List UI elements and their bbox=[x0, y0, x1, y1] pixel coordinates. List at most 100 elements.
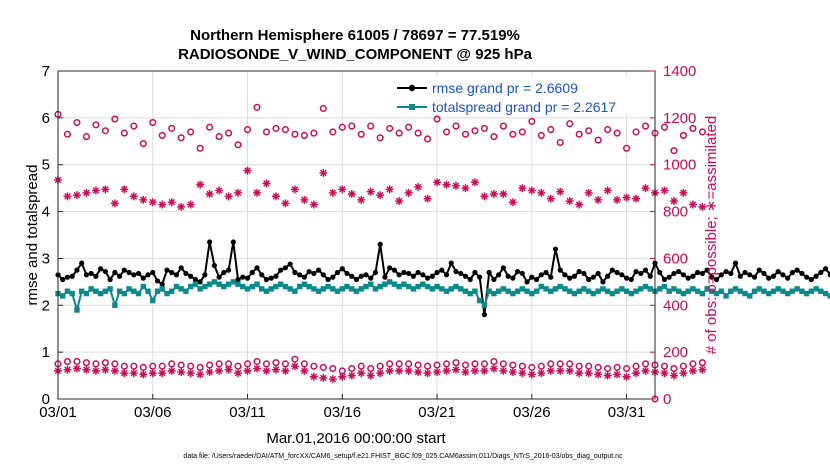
data-point bbox=[527, 370, 536, 379]
data-point bbox=[234, 141, 242, 149]
data-point bbox=[300, 366, 309, 375]
data-point bbox=[434, 283, 440, 290]
data-point bbox=[64, 274, 71, 280]
data-point bbox=[499, 122, 507, 130]
data-point bbox=[347, 371, 356, 380]
data-point bbox=[148, 369, 157, 378]
data-point bbox=[183, 288, 189, 294]
data-point bbox=[290, 185, 299, 194]
data-point bbox=[486, 269, 492, 276]
data-point bbox=[385, 366, 394, 375]
data-point bbox=[130, 362, 138, 370]
y-right-tick-label: 1200 bbox=[663, 110, 696, 127]
legend-rmse-marker bbox=[408, 84, 416, 92]
data-point bbox=[657, 269, 663, 276]
data-point bbox=[556, 187, 565, 196]
data-point bbox=[385, 185, 394, 194]
data-point bbox=[135, 270, 142, 277]
data-point bbox=[420, 272, 426, 278]
data-point bbox=[688, 366, 697, 375]
data-point bbox=[164, 290, 170, 297]
data-point bbox=[110, 366, 119, 375]
data-point bbox=[424, 362, 432, 370]
data-point bbox=[628, 290, 635, 297]
data-point bbox=[347, 190, 356, 198]
data-point bbox=[461, 130, 470, 138]
data-point bbox=[471, 127, 479, 135]
data-point bbox=[761, 288, 767, 294]
data-point bbox=[679, 362, 687, 370]
y-axis-right: 0 200 400 600 800 1000 1200 1400 bbox=[650, 63, 696, 408]
data-point bbox=[363, 283, 369, 290]
data-point bbox=[281, 126, 289, 134]
data-point bbox=[216, 281, 222, 287]
data-point bbox=[661, 276, 668, 283]
data-point bbox=[401, 269, 407, 276]
data-point bbox=[140, 275, 146, 281]
data-point bbox=[240, 283, 246, 290]
data-point bbox=[420, 281, 426, 287]
data-point bbox=[472, 269, 478, 276]
data-point bbox=[537, 131, 545, 139]
footer-datafile: data file: /Users/raeder/DAI/ATM_forcXX/… bbox=[183, 453, 623, 460]
data-point bbox=[225, 129, 233, 137]
data-point bbox=[448, 260, 454, 266]
data-point bbox=[576, 288, 582, 294]
x-tick-label: 03/16 bbox=[324, 404, 362, 421]
data-point bbox=[789, 269, 796, 276]
data-point bbox=[167, 198, 176, 207]
data-point bbox=[396, 272, 402, 278]
data-point bbox=[661, 283, 668, 290]
data-point bbox=[704, 267, 710, 273]
data-point bbox=[309, 200, 318, 209]
data-point bbox=[680, 272, 687, 278]
data-point bbox=[367, 364, 375, 373]
data-point bbox=[458, 270, 464, 277]
data-point bbox=[571, 290, 578, 297]
data-point bbox=[291, 355, 299, 363]
data-point bbox=[205, 368, 214, 377]
data-point bbox=[406, 270, 412, 277]
data-point bbox=[382, 281, 388, 287]
data-point bbox=[281, 366, 290, 375]
data-point bbox=[443, 272, 450, 278]
data-point bbox=[518, 184, 527, 193]
data-point bbox=[458, 286, 464, 292]
data-point bbox=[669, 371, 678, 380]
data-point bbox=[641, 366, 650, 375]
data-point bbox=[698, 365, 707, 374]
data-point bbox=[120, 369, 129, 378]
data-point bbox=[632, 128, 640, 136]
data-point bbox=[188, 273, 194, 279]
data-point bbox=[348, 364, 356, 373]
data-point bbox=[575, 130, 583, 138]
data-point bbox=[158, 362, 166, 370]
data-point bbox=[694, 288, 701, 294]
x-axis-label: Mar.01,2016 00:00:00 start bbox=[266, 430, 446, 447]
data-point bbox=[135, 290, 142, 297]
data-point bbox=[72, 364, 81, 373]
data-point bbox=[770, 273, 777, 279]
data-point bbox=[500, 265, 506, 271]
data-point bbox=[533, 288, 540, 294]
data-point bbox=[98, 266, 104, 272]
data-point bbox=[215, 186, 224, 195]
data-point bbox=[518, 128, 526, 136]
data-point bbox=[73, 357, 81, 366]
y-right-tick-label: 0 bbox=[663, 391, 671, 408]
data-point bbox=[613, 363, 621, 371]
data-point bbox=[505, 288, 511, 294]
data-point bbox=[281, 360, 289, 368]
data-point bbox=[230, 239, 236, 245]
data-point bbox=[600, 279, 606, 285]
data-point bbox=[584, 369, 593, 378]
data-point bbox=[429, 286, 436, 292]
data-point bbox=[253, 364, 261, 373]
data-point bbox=[505, 273, 511, 279]
data-point bbox=[567, 275, 573, 281]
data-point bbox=[216, 274, 222, 280]
data-point bbox=[259, 286, 265, 292]
data-point bbox=[557, 267, 563, 273]
data-point bbox=[338, 185, 347, 194]
data-point bbox=[623, 288, 630, 294]
